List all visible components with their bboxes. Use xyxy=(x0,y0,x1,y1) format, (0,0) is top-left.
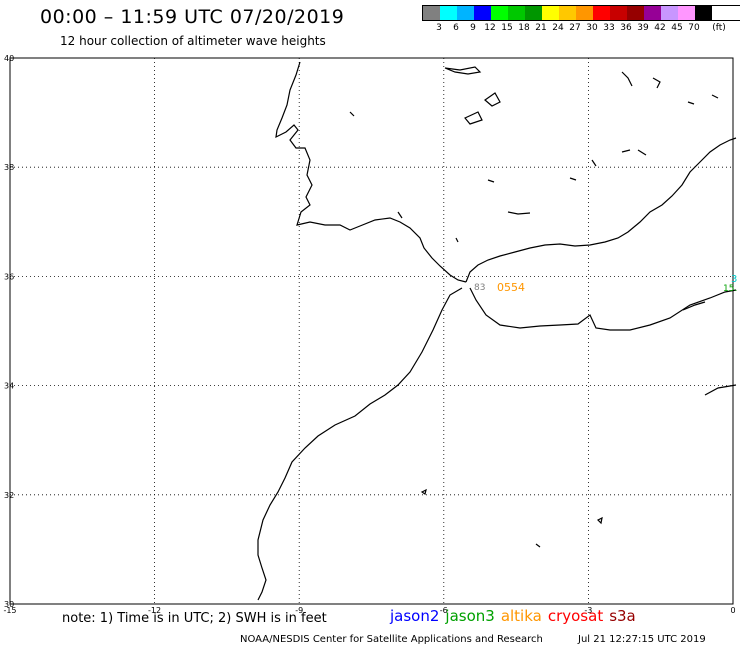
track-label: 0554 xyxy=(497,281,525,294)
legend-swatch xyxy=(576,6,593,20)
legend-swatch xyxy=(491,6,508,20)
legend-swatch xyxy=(508,6,525,20)
legend-tick: 42 xyxy=(654,23,666,33)
island xyxy=(621,149,631,153)
legend-tick: 36 xyxy=(620,23,632,33)
legend-tick: 39 xyxy=(637,23,649,33)
island xyxy=(591,159,597,167)
legend-swatch xyxy=(644,6,661,20)
longitude-label: -9 xyxy=(295,606,303,615)
longitude-label: 0 xyxy=(730,606,735,615)
legend-tick: 12 xyxy=(484,23,496,33)
island xyxy=(507,211,531,215)
chart-title: 00:00 – 11:59 UTC 07/20/2019 xyxy=(40,6,345,28)
island xyxy=(535,543,541,548)
legend-swatch xyxy=(525,6,542,20)
island xyxy=(621,71,633,87)
latitude-label: 34 xyxy=(4,382,14,391)
longitude-label: -15 xyxy=(3,606,16,615)
wave-height-color-legend: 3 6 9 12 15 18 21 24 27 30 33 36 39 42 45 70 (ft) xyxy=(422,5,740,35)
legend-swatch xyxy=(661,6,678,20)
island xyxy=(711,94,719,99)
longitude-label: -3 xyxy=(584,606,592,615)
legend-swatch xyxy=(610,6,627,20)
latitude-label: 38 xyxy=(4,163,14,172)
island xyxy=(596,516,603,525)
island xyxy=(652,77,661,89)
island xyxy=(420,488,427,495)
legend-tick: 30 xyxy=(586,23,598,33)
iberia-south-coast xyxy=(465,137,737,283)
iberia-west-coast xyxy=(275,61,467,283)
legend-tick: 33 xyxy=(603,23,615,33)
morocco-coast xyxy=(257,287,463,601)
island xyxy=(487,179,495,183)
legend-swatch xyxy=(457,6,474,20)
map-frame xyxy=(9,57,734,605)
legend-tick: 3 xyxy=(436,23,442,33)
legend-tick: 21 xyxy=(535,23,547,33)
satellite-legend-item: cryosat xyxy=(547,607,604,625)
track-label: 15. xyxy=(723,284,737,294)
legend-swatch xyxy=(678,6,695,20)
island xyxy=(484,92,501,107)
legend-tick: 15 xyxy=(501,23,513,33)
coastline xyxy=(257,61,737,601)
legend-tick: 9 xyxy=(470,23,476,33)
legend-swatch xyxy=(627,6,644,20)
satellite-legend-item: jason3 xyxy=(445,607,495,625)
island xyxy=(397,211,403,219)
satellite-legend: jason2 jason3 altika cryosat s3a xyxy=(390,607,642,625)
legend-tick: 18 xyxy=(518,23,530,33)
island xyxy=(637,149,647,156)
map-grid xyxy=(9,57,734,605)
satellite-legend-item: altika xyxy=(500,607,542,625)
satellite-legend-item: s3a xyxy=(609,607,636,625)
timestamp: Jul 21 12:27:15 UTC 2019 xyxy=(578,634,706,645)
latitude-label: 36 xyxy=(4,272,14,281)
legend-tick: 24 xyxy=(552,23,564,33)
island xyxy=(687,101,695,105)
island xyxy=(464,111,483,125)
legend-tick: 45 xyxy=(671,23,683,33)
legend-swatch xyxy=(542,6,559,20)
longitude-label: -12 xyxy=(148,606,161,615)
track-label: 83 xyxy=(474,283,485,293)
legend-tick: 70 xyxy=(688,23,700,33)
island xyxy=(682,301,706,311)
north-africa-coast xyxy=(469,287,737,331)
latitude-label: 30 xyxy=(4,600,14,609)
legend-unit: (ft) xyxy=(712,23,726,33)
legend-swatch xyxy=(423,6,440,20)
satellite-legend-item: jason2 xyxy=(390,607,440,625)
legend-swatches xyxy=(422,5,740,21)
track-label: 3 xyxy=(731,274,737,285)
chart-subtitle: 12 hour collection of altimeter wave hei… xyxy=(60,34,326,48)
legend-swatch xyxy=(559,6,576,20)
legend-tick: 6 xyxy=(453,23,459,33)
island xyxy=(349,111,355,117)
latitude-label: 40 xyxy=(4,54,14,63)
credit-line: NOAA/NESDIS Center for Satellite Applica… xyxy=(240,634,543,645)
legend-swatch xyxy=(440,6,457,20)
legend-tick: 27 xyxy=(569,23,581,33)
legend-swatch xyxy=(593,6,610,20)
island xyxy=(455,237,459,243)
units-note: note: 1) Time is in UTC; 2) SWH is in fe… xyxy=(62,611,327,626)
island xyxy=(569,177,577,181)
legend-swatch xyxy=(474,6,491,20)
latitude-label: 32 xyxy=(4,491,14,500)
island xyxy=(444,66,482,75)
legend-swatch xyxy=(695,6,712,20)
algeria-edge xyxy=(704,384,737,396)
axis-labels: 40 38 36 34 32 30-15 -12 -9 -6 -3 0 xyxy=(3,54,735,615)
longitude-label: -6 xyxy=(440,606,448,615)
legend-ticks: 3 6 9 12 15 18 21 24 27 30 33 36 39 42 45 70 (ft) xyxy=(422,21,740,35)
